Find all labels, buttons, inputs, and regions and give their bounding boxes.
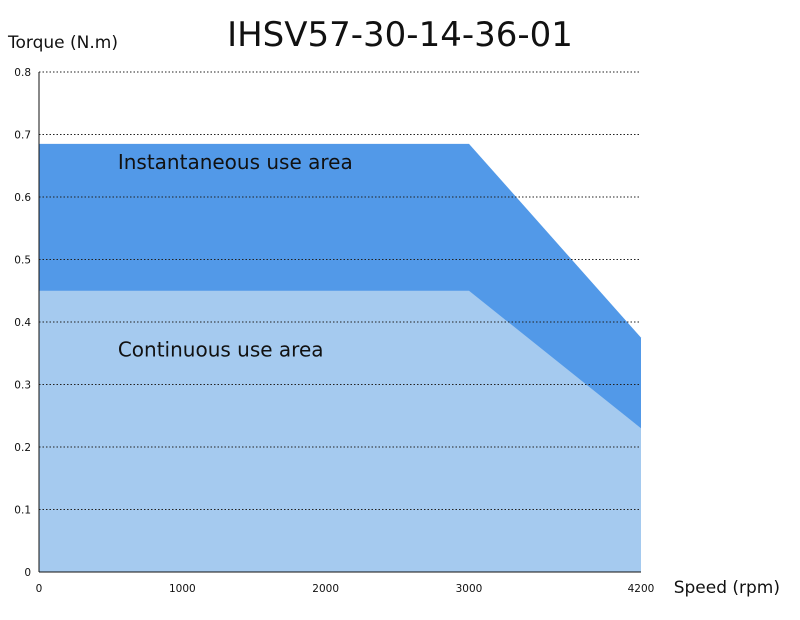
area-label: Continuous use area <box>118 337 324 361</box>
y-tick-label: 0.5 <box>14 255 31 267</box>
y-tick-label: 0.7 <box>14 130 31 142</box>
area-labels: Instantaneous use area Continuous use are… <box>118 150 353 362</box>
x-tick-labels: 0 1000 2000 3000 4200 <box>36 583 655 595</box>
area-label: Instantaneous use area <box>118 150 353 174</box>
area-series-layer <box>39 143 641 572</box>
x-tick-label: 3000 <box>456 583 483 595</box>
y-tick-label: 0.2 <box>14 442 31 454</box>
axes <box>38 72 641 573</box>
chart-title: IHSV57-30-14-36-01 <box>227 15 573 55</box>
x-tick-label: 4200 <box>628 583 655 595</box>
y-tick-label: 0.1 <box>14 505 31 517</box>
y-axis-title: Torque (N.m) <box>7 33 118 53</box>
x-tick-label: 1000 <box>169 583 196 595</box>
x-axis-title: Speed (rpm) <box>674 578 780 598</box>
gridlines <box>39 71 641 510</box>
area-continuous-use-area <box>39 290 641 572</box>
x-tick-label: 0 <box>36 583 43 595</box>
y-tick-labels: 0 0.1 0.2 0.3 0.4 0.5 0.6 0.7 0.8 <box>14 67 31 579</box>
y-tick-label: 0.3 <box>14 380 31 392</box>
y-tick-label: 0.4 <box>14 317 31 329</box>
x-tick-label: 2000 <box>312 583 339 595</box>
y-tick-label: 0.6 <box>14 192 31 204</box>
y-tick-label: 0 <box>24 567 31 579</box>
y-tick-label: 0.8 <box>14 67 31 79</box>
